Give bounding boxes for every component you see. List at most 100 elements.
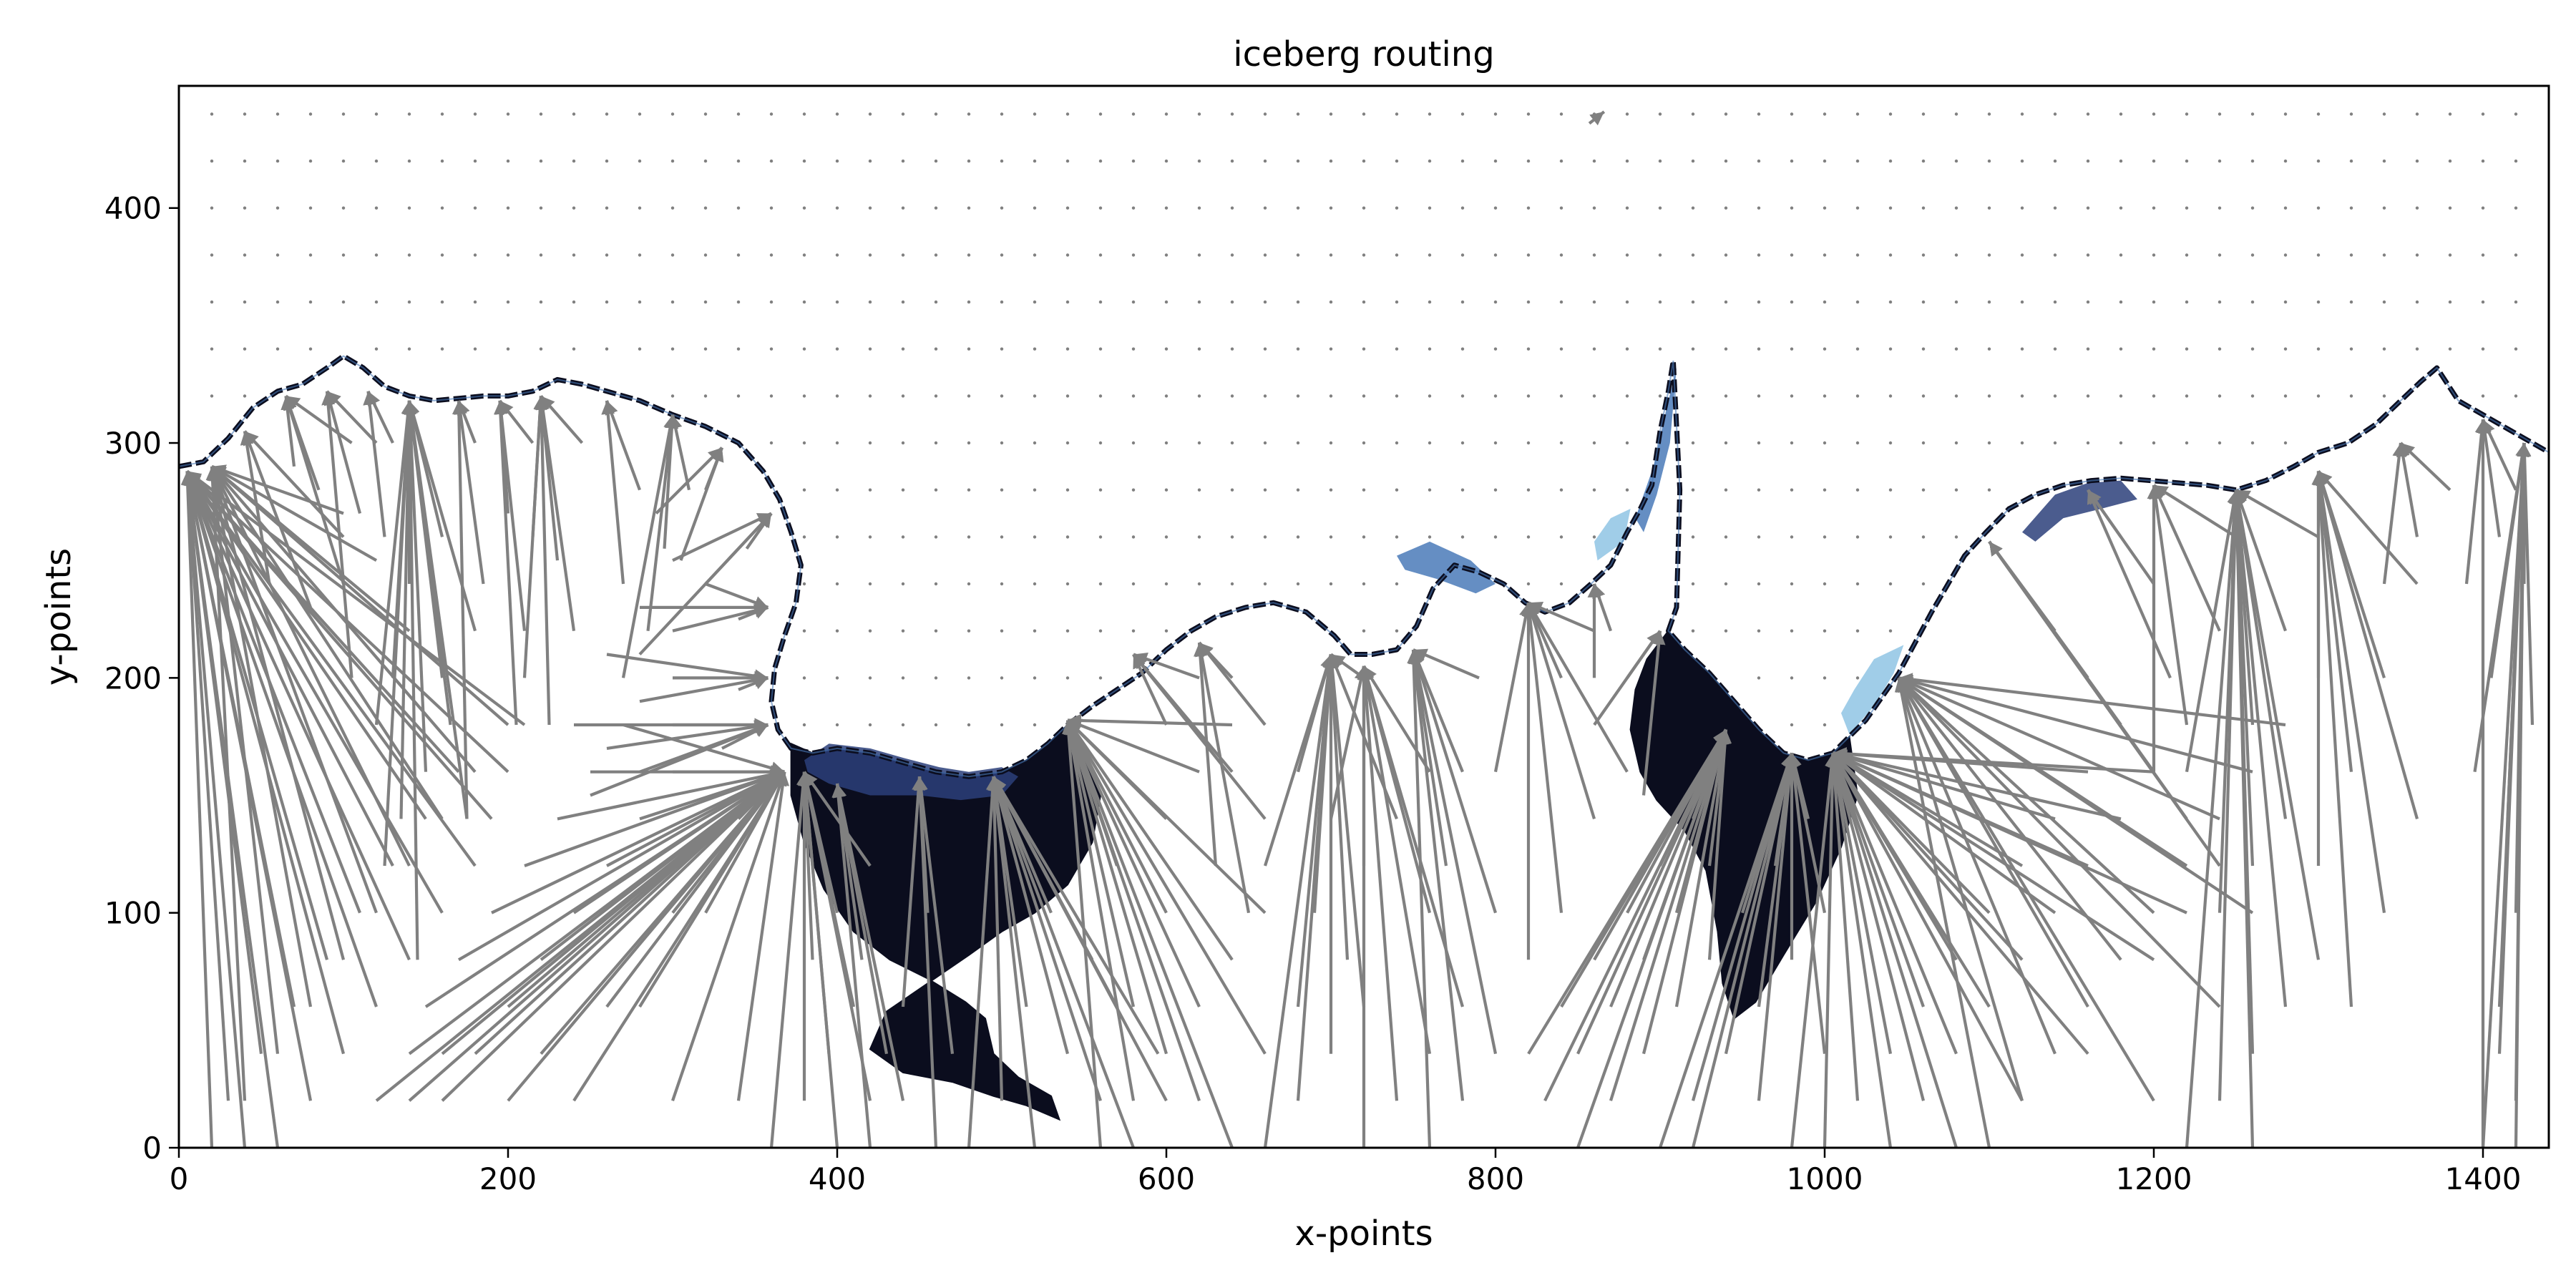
ocean-dot <box>2218 441 2222 445</box>
ocean-dot <box>1790 723 1794 727</box>
routing-arrow <box>601 400 625 585</box>
ocean-dot <box>1790 112 1794 116</box>
ocean-dot <box>2185 206 2189 210</box>
ocean-dot <box>868 582 872 586</box>
ocean-dot <box>1460 112 1465 116</box>
routing-arrow <box>704 771 786 914</box>
routing-arrow <box>1740 752 1795 914</box>
ocean-dot <box>1395 253 1399 257</box>
ocean-dot <box>506 206 510 210</box>
routing-arrow <box>1831 752 2024 1102</box>
routing-arrow <box>1691 752 1795 1148</box>
ocean-dot <box>2218 394 2222 398</box>
routing-arrow <box>1898 676 2254 914</box>
ocean-dot <box>1395 159 1399 163</box>
routing-arrow <box>404 400 452 726</box>
routing-arrow <box>1894 678 1991 1148</box>
routing-arrow <box>1065 719 1234 1148</box>
ocean-dot <box>1263 582 1267 586</box>
ocean-dot <box>1823 394 1827 398</box>
ocean-dot <box>802 441 806 445</box>
routing-arrow <box>181 471 230 1101</box>
ocean-dot <box>1000 347 1004 351</box>
routing-arrow <box>799 771 831 1054</box>
routing-arrow <box>211 464 344 515</box>
ocean-dot <box>901 441 905 445</box>
ocean-dot <box>835 488 839 492</box>
ocean-dot <box>1823 723 1827 727</box>
routing-arrow <box>2152 484 2221 632</box>
ocean-dot <box>2185 159 2189 163</box>
ocean-dot <box>1131 159 1136 163</box>
ice-shelf-6 <box>1594 509 1631 561</box>
ocean-dot <box>2053 441 2057 445</box>
ocean-dot <box>2053 347 2057 351</box>
ocean-dot <box>2514 206 2518 210</box>
ocean-dot <box>1065 582 1070 586</box>
routing-arrow <box>1898 675 2253 774</box>
ocean-dot <box>1493 347 1498 351</box>
routing-arrow <box>208 466 313 1008</box>
ocean-dot <box>802 206 806 210</box>
ocean-dot <box>1428 300 1432 304</box>
ocean-dot <box>1197 300 1201 304</box>
ocean-dot <box>1131 253 1136 257</box>
ocean-dot <box>1395 582 1399 586</box>
ocean-dot <box>1855 394 1860 398</box>
y-tick-label: 0 <box>142 1131 162 1166</box>
ocean-dot <box>868 394 872 398</box>
x-axis-label: x-points <box>1294 1214 1433 1254</box>
ocean-dot <box>1592 159 1596 163</box>
ocean-dot <box>1395 347 1399 351</box>
routing-arrow <box>210 465 411 633</box>
routing-arrow <box>2478 419 2502 537</box>
ocean-dot <box>1954 394 1958 398</box>
routing-arrow <box>738 676 769 691</box>
ocean-dot <box>638 112 642 116</box>
ocean-dot <box>1559 582 1563 586</box>
ocean-dot <box>736 206 741 210</box>
ocean-dot <box>2415 300 2419 304</box>
ocean-dot <box>2382 206 2386 210</box>
ocean-dot <box>243 206 247 210</box>
ocean-dot <box>1823 488 1827 492</box>
ocean-dot <box>2020 300 2024 304</box>
x-tick-label: 1200 <box>2116 1161 2192 1196</box>
ocean-dot <box>2481 394 2485 398</box>
ocean-dot <box>2119 206 2123 210</box>
routing-arrow <box>1527 602 1629 773</box>
ocean-dot <box>638 347 642 351</box>
ocean-dot <box>243 112 247 116</box>
ocean-dot <box>1065 300 1070 304</box>
ocean-dot <box>374 347 379 351</box>
ocean-dot <box>1033 676 1037 680</box>
routing-arrow <box>988 776 1028 1008</box>
ocean-dot <box>2481 300 2485 304</box>
ocean-dot <box>670 159 675 163</box>
routing-arrow <box>990 776 1070 1055</box>
ocean-dot <box>1197 441 1201 445</box>
ice-shelf-5 <box>1635 368 1677 532</box>
ocean-dot <box>2448 253 2452 257</box>
ocean-dot <box>2086 112 2090 116</box>
ocean-dot <box>1395 394 1399 398</box>
routing-arrow <box>366 390 394 444</box>
ocean-dot <box>1526 441 1531 445</box>
ocean-dot <box>1065 629 1070 633</box>
ocean-dot <box>1362 347 1366 351</box>
routing-arrow <box>1263 654 1336 1148</box>
ocean-dot <box>539 112 543 116</box>
ocean-dot <box>1460 347 1465 351</box>
ocean-dot <box>2152 441 2156 445</box>
routing-arrow <box>205 466 247 1101</box>
ocean-dot <box>802 535 806 539</box>
ocean-dot <box>802 676 806 680</box>
ocean-dot <box>2349 159 2353 163</box>
ocean-dot <box>2514 159 2518 163</box>
ocean-dot <box>1921 112 1926 116</box>
ocean-dot <box>1460 488 1465 492</box>
y-tick-label: 100 <box>104 896 162 931</box>
routing-arrow <box>1066 719 1201 1008</box>
ocean-dot <box>1263 159 1267 163</box>
ocean-dot <box>2119 394 2123 398</box>
